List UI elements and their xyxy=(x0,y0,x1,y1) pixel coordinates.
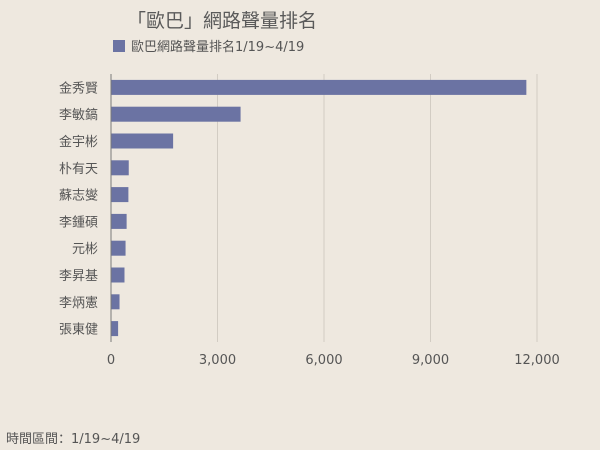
category-label: 金秀賢 xyxy=(59,80,98,96)
x-tick-labels: 0 3,000 6,000 9,000 12,000 xyxy=(107,353,560,368)
category-label: 朴有天 xyxy=(59,162,98,177)
legend-label: 歐巴網路聲量排名1/19~4/19 xyxy=(131,39,304,55)
bar xyxy=(111,106,241,122)
category-label: 李炳憲 xyxy=(59,295,98,311)
category-label: 李昇基 xyxy=(59,269,98,284)
bar xyxy=(111,133,174,149)
bar xyxy=(111,321,119,337)
x-tick-label: 0 xyxy=(107,353,115,368)
bar xyxy=(111,213,127,229)
x-tick-label: 6,000 xyxy=(305,353,342,368)
legend-swatch xyxy=(113,40,125,52)
bar xyxy=(111,187,129,203)
category-label: 蘇志燮 xyxy=(59,189,98,204)
category-label: 李敏鎬 xyxy=(59,107,98,123)
category-label: 金宇彬 xyxy=(59,134,98,150)
category-label: 元彬 xyxy=(72,242,98,257)
chart-title: 「歐巴」網路聲量排名 xyxy=(127,10,317,32)
bar xyxy=(111,160,129,176)
time-range-note: 時間區間：1/19~4/19 xyxy=(6,432,141,447)
category-label: 李鍾碩 xyxy=(59,215,98,230)
bars xyxy=(111,79,527,337)
bar xyxy=(111,294,120,310)
gridlines xyxy=(217,74,538,342)
bar xyxy=(111,240,126,256)
x-tick-label: 12,000 xyxy=(514,353,560,368)
bar xyxy=(111,79,527,95)
x-tick-label: 9,000 xyxy=(412,353,449,368)
x-tick-label: 3,000 xyxy=(199,353,236,368)
bar xyxy=(111,267,125,283)
category-label: 張東健 xyxy=(59,322,98,338)
